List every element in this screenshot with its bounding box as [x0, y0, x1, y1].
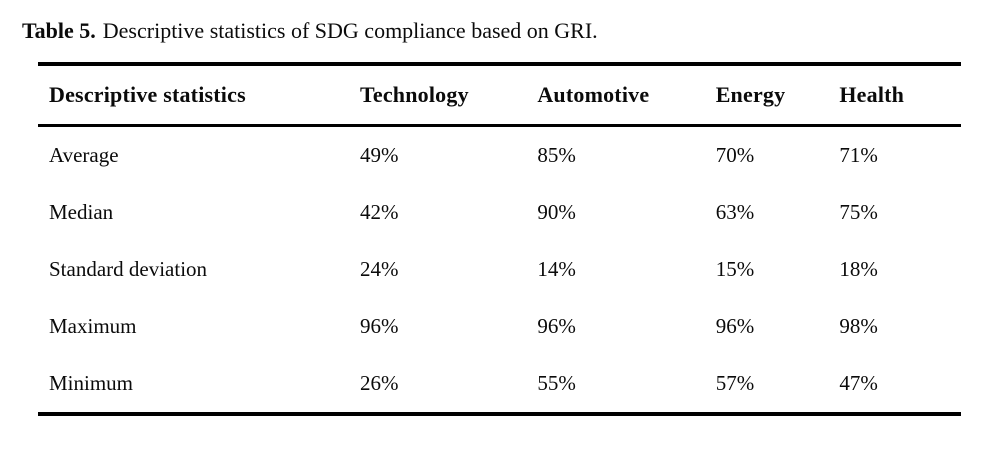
table-caption: Table 5. Descriptive statistics of SDG co…: [22, 16, 598, 46]
cell-value: 98%: [839, 314, 878, 338]
table-header: Descriptive statistics Technology Automo…: [38, 64, 961, 127]
cell-value: 24%: [360, 257, 399, 281]
row-label: Minimum: [49, 371, 134, 395]
cell-value: 57%: [715, 371, 755, 395]
cell-value: 75%: [839, 200, 878, 224]
cell-value: 15%: [715, 257, 755, 281]
cell-value: 70%: [715, 143, 755, 167]
header-health: Health: [839, 64, 961, 127]
cell-value: 71%: [839, 143, 878, 167]
row-label: Standard deviation: [49, 257, 208, 281]
cell-value: 49%: [360, 143, 399, 167]
cell-value: 14%: [537, 257, 576, 281]
table-caption-label: Table 5.: [22, 18, 96, 43]
cell-value: 47%: [839, 371, 878, 395]
cell-value: 90%: [537, 200, 576, 224]
cell-value: 26%: [360, 371, 399, 395]
table-row-average: Average 49% 85% 70% 71%: [38, 126, 961, 185]
cell-value: 18%: [839, 257, 878, 281]
table-body: Average 49% 85% 70% 71% Median 42% 90% 6…: [38, 126, 961, 415]
table-row-maximum: Maximum 96% 96% 96% 98%: [38, 298, 961, 355]
table-row-median: Median 42% 90% 63% 75%: [38, 184, 961, 241]
table-row-minimum: Minimum 26% 55% 57% 47%: [38, 355, 961, 414]
table-row-standard-deviation: Standard deviation 24% 14% 15% 18%: [38, 241, 961, 298]
row-label: Median: [49, 200, 114, 224]
cell-value: 96%: [715, 314, 755, 338]
header-energy: Energy: [715, 64, 840, 127]
row-label: Average: [49, 143, 119, 167]
cell-value: 85%: [537, 143, 576, 167]
cell-value: 55%: [537, 371, 576, 395]
descriptive-statistics-table: Descriptive statistics Technology Automo…: [38, 62, 961, 416]
row-label: Maximum: [49, 314, 137, 338]
cell-value: 96%: [537, 314, 576, 338]
header-technology: Technology: [360, 64, 538, 127]
header-descriptive-statistics: Descriptive statistics: [38, 64, 361, 127]
table-caption-text: Descriptive statistics of SDG compliance…: [102, 18, 598, 43]
table-header-row: Descriptive statistics Technology Automo…: [38, 64, 961, 127]
cell-value: 42%: [360, 200, 399, 224]
cell-value: 63%: [715, 200, 755, 224]
header-automotive: Automotive: [537, 64, 716, 127]
cell-value: 96%: [360, 314, 399, 338]
